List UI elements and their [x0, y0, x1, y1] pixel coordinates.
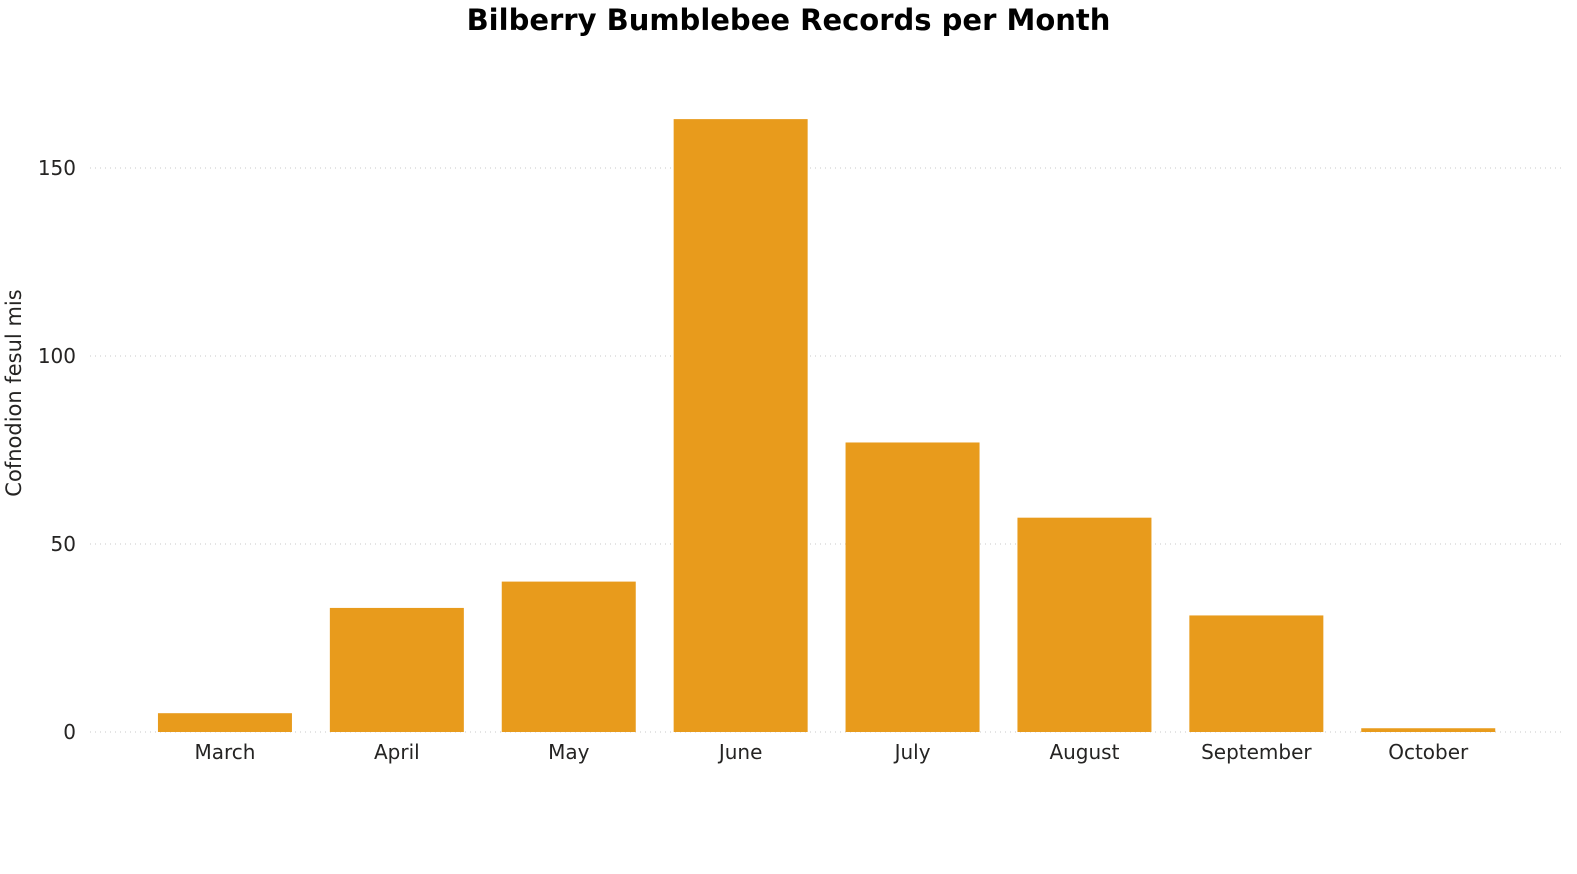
x-tick-label-august: August	[1049, 740, 1119, 764]
bar-october[interactable]	[1361, 728, 1496, 732]
y-axis-label: Cofnodion fesul mis	[2, 289, 26, 496]
x-tick-label-march: March	[194, 740, 255, 764]
gridlines	[90, 167, 1565, 733]
bars	[157, 119, 1496, 733]
x-tick-label-april: April	[374, 740, 420, 764]
y-axis-ticks: 0 50 100 150	[38, 156, 76, 744]
chart-title: Bilberry Bumblebee Records per Month	[466, 3, 1111, 37]
x-tick-label-july: July	[893, 740, 931, 764]
y-tick-label: 150	[38, 156, 76, 180]
y-tick-label: 100	[38, 344, 76, 368]
x-tick-label-october: October	[1388, 740, 1469, 764]
x-tick-label-may: May	[548, 740, 590, 764]
bar-august[interactable]	[1017, 517, 1152, 732]
x-axis-ticks: March April May June July August September Octo…	[194, 740, 1469, 764]
bar-march[interactable]	[157, 713, 292, 732]
bar-june[interactable]	[673, 119, 808, 733]
x-tick-label-september: September	[1201, 740, 1312, 764]
bar-april[interactable]	[329, 607, 464, 732]
x-tick-label-june: June	[717, 740, 763, 764]
bar-may[interactable]	[501, 581, 636, 732]
bar-september[interactable]	[1189, 615, 1324, 732]
y-tick-label: 0	[63, 720, 76, 744]
y-tick-label: 50	[51, 532, 76, 556]
bar-july[interactable]	[845, 442, 980, 732]
